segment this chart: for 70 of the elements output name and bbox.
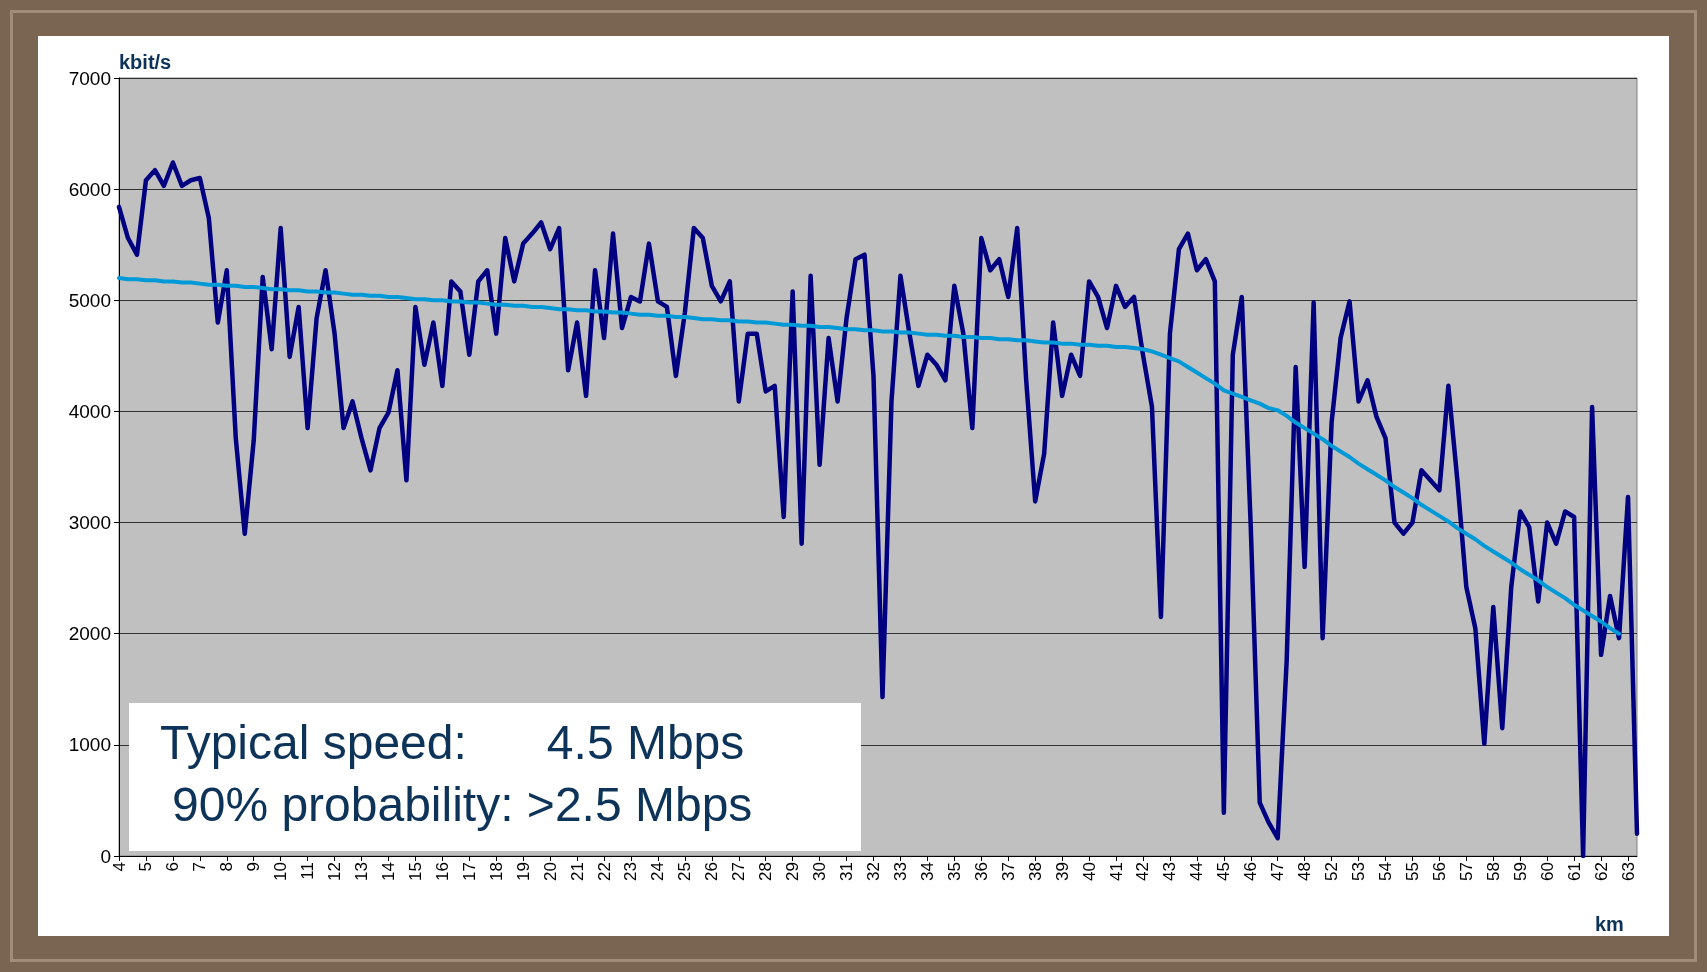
x-tick-label: 48 bbox=[1295, 862, 1315, 881]
x-tick-label: 14 bbox=[378, 862, 398, 881]
x-tick-label: 58 bbox=[1483, 862, 1503, 881]
x-tick-label: 33 bbox=[890, 862, 910, 881]
x-tick-label: 43 bbox=[1160, 862, 1180, 881]
x-tick-label: 5 bbox=[136, 862, 156, 872]
x-axis-title: km bbox=[1595, 913, 1624, 935]
x-tick-label: 9 bbox=[244, 862, 264, 872]
annotation: Typical speed: 4.5 Mbps bbox=[160, 715, 745, 769]
y-tick-label: 3000 bbox=[68, 512, 111, 534]
x-tick-label: 12 bbox=[325, 862, 345, 881]
line-series bbox=[117, 276, 1622, 636]
y-tick-label: 1000 bbox=[68, 734, 111, 756]
x-tick-label: 23 bbox=[621, 862, 641, 881]
x-tick-label: 39 bbox=[1052, 862, 1072, 881]
x-tick-label: 17 bbox=[459, 862, 479, 881]
x-tick-label: 41 bbox=[1106, 862, 1126, 881]
y-tick-label: 2000 bbox=[68, 623, 111, 645]
x-tick-label: 44 bbox=[1187, 862, 1207, 881]
x-tick-label: 13 bbox=[352, 862, 372, 881]
x-tick-label: 54 bbox=[1376, 862, 1395, 881]
x-tick-label: 56 bbox=[1429, 862, 1449, 881]
x-tick-label: 4 bbox=[109, 862, 129, 872]
x-tick-label: 15 bbox=[405, 862, 425, 881]
x-tick-label: 52 bbox=[1322, 862, 1342, 881]
x-tick-label: 19 bbox=[513, 862, 533, 881]
x-tick-label: 31 bbox=[837, 862, 857, 881]
x-tick-label: 18 bbox=[486, 862, 506, 881]
x-tick-label: 61 bbox=[1564, 862, 1584, 881]
x-tick-label: 22 bbox=[594, 862, 614, 881]
x-tick-label: 29 bbox=[783, 862, 803, 881]
x-tick-label: 63 bbox=[1618, 862, 1638, 881]
x-tick-label: 46 bbox=[1241, 862, 1261, 881]
x-tick-label: 11 bbox=[298, 862, 318, 880]
x-tick-label: 6 bbox=[163, 862, 183, 872]
y-tick-label: 7000 bbox=[68, 67, 111, 89]
y-tick-label: 6000 bbox=[68, 178, 111, 200]
x-tick-label: 62 bbox=[1591, 862, 1611, 881]
x-tick-label: 42 bbox=[1133, 862, 1153, 881]
x-tick-label: 38 bbox=[1025, 862, 1045, 881]
x-tick-label: 32 bbox=[864, 862, 884, 881]
x-tick-label: 40 bbox=[1079, 862, 1099, 881]
x-tick-label: 27 bbox=[729, 862, 749, 881]
x-tick-label: 59 bbox=[1510, 862, 1530, 881]
x-tick-label: 8 bbox=[217, 862, 237, 872]
annotation: 90% probability: >2.5 Mbps bbox=[172, 777, 753, 831]
x-tick-label: 34 bbox=[917, 862, 937, 881]
x-tick-label: 25 bbox=[675, 862, 695, 881]
x-tick-label: 37 bbox=[998, 862, 1018, 881]
y-axis-title: kbit/s bbox=[119, 51, 172, 73]
x-tick-label: 47 bbox=[1268, 862, 1288, 881]
x-tick-label: 16 bbox=[432, 862, 452, 881]
y-tick-label: 5000 bbox=[68, 289, 111, 311]
x-tick-label: 30 bbox=[810, 862, 830, 881]
x-tick-label: 45 bbox=[1214, 862, 1234, 881]
x-tick-label: 36 bbox=[971, 862, 991, 881]
x-tick-label: 7 bbox=[190, 862, 210, 872]
x-tick-label: 10 bbox=[271, 862, 291, 881]
x-tick-label: 35 bbox=[944, 862, 964, 881]
x-tick-label: 20 bbox=[540, 862, 560, 881]
x-tick-label: 60 bbox=[1537, 862, 1557, 881]
y-tick-label: 4000 bbox=[68, 400, 111, 422]
y-tick-label: 0 bbox=[100, 845, 111, 867]
x-tick-label: 55 bbox=[1402, 862, 1422, 881]
x-tick-label: 53 bbox=[1349, 862, 1369, 881]
x-tick-label: 57 bbox=[1456, 862, 1476, 881]
x-tick-label: 21 bbox=[567, 862, 587, 881]
x-tick-label: 28 bbox=[756, 862, 776, 881]
x-tick-label: 26 bbox=[702, 862, 722, 881]
x-tick-label: 24 bbox=[648, 862, 668, 881]
